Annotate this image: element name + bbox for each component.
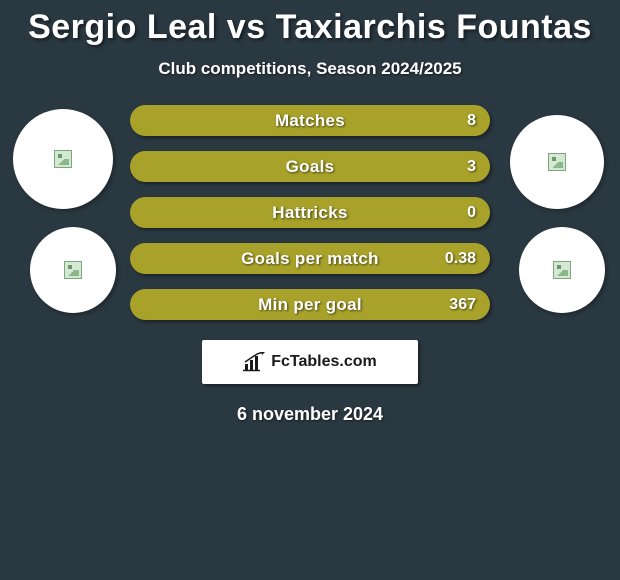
bar-label: Matches <box>130 105 490 136</box>
attribution-text: FcTables.com <box>271 353 377 371</box>
bar-value-right: 367 <box>449 289 476 320</box>
page-title: Sergio Leal vs Taxiarchis Fountas <box>0 0 620 47</box>
broken-image-icon <box>553 261 571 279</box>
right-club-avatar <box>519 227 605 313</box>
left-avatars <box>8 109 118 313</box>
bar-label: Min per goal <box>130 289 490 320</box>
bar-value-right: 3 <box>467 151 476 182</box>
comparison-row: Matches 8 Goals 3 Hattricks 0 Goals per … <box>0 109 620 320</box>
broken-image-icon <box>64 261 82 279</box>
left-club-avatar <box>30 227 116 313</box>
bar-min-per-goal: Min per goal 367 <box>130 289 490 320</box>
bar-chart-icon <box>243 352 267 372</box>
bar-goals-per-match: Goals per match 0.38 <box>130 243 490 274</box>
bar-value-right: 0.38 <box>445 243 476 274</box>
left-player-avatar <box>13 109 113 209</box>
attribution-badge: FcTables.com <box>202 340 418 384</box>
comparison-bars: Matches 8 Goals 3 Hattricks 0 Goals per … <box>118 105 502 320</box>
bar-label: Hattricks <box>130 197 490 228</box>
broken-image-icon <box>54 150 72 168</box>
bar-matches: Matches 8 <box>130 105 490 136</box>
bar-label: Goals per match <box>130 243 490 274</box>
broken-image-icon <box>548 153 566 171</box>
bar-hattricks: Hattricks 0 <box>130 197 490 228</box>
right-avatars <box>502 115 612 313</box>
date-line: 6 november 2024 <box>0 404 620 425</box>
bar-goals: Goals 3 <box>130 151 490 182</box>
bar-value-right: 0 <box>467 197 476 228</box>
right-player-avatar <box>510 115 604 209</box>
bar-value-right: 8 <box>467 105 476 136</box>
bar-label: Goals <box>130 151 490 182</box>
page-subtitle: Club competitions, Season 2024/2025 <box>0 59 620 79</box>
